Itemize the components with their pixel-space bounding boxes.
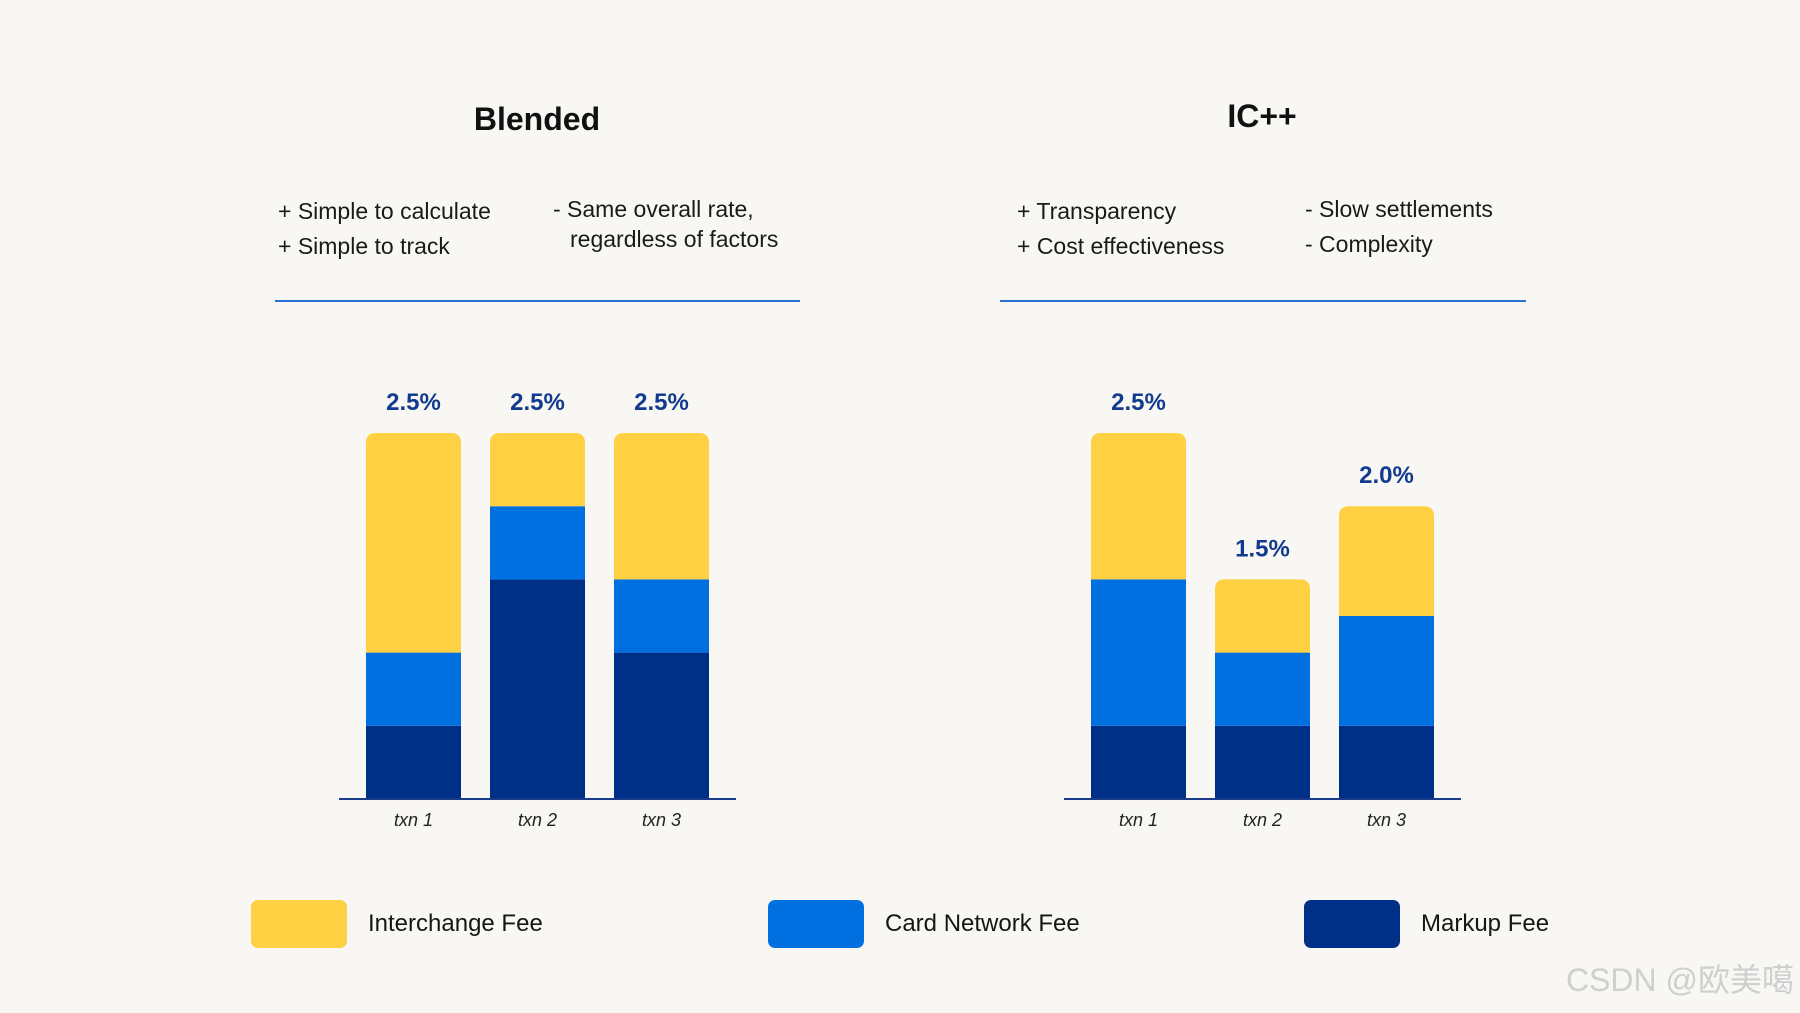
icpp-total-label-2: 1.5% <box>1235 535 1290 562</box>
blended-total-label-2: 2.5% <box>510 389 565 416</box>
legend-swatch-card-network <box>768 900 864 948</box>
legend-label-markup: Markup Fee <box>1421 910 1550 937</box>
icpp-tick-label-1: txn 1 <box>1119 810 1158 830</box>
icpp-bar-3-card-network <box>1339 616 1434 726</box>
icpp-tick-label-2: txn 2 <box>1243 810 1282 830</box>
blended-pro-1: + Simple to calculate <box>278 198 491 224</box>
icpp-bar-3-markup <box>1339 725 1434 799</box>
icpp-pro-2: + Cost effectiveness <box>1017 233 1224 259</box>
icpp-bar-2-interchange <box>1215 579 1310 653</box>
icpp-total-label-3: 2.0% <box>1359 462 1414 489</box>
blended-con-1: - Same overall rate, <box>553 196 754 222</box>
icpp-bar-1-interchange <box>1091 433 1186 580</box>
blended-bar-1-card-network <box>366 652 461 726</box>
blended-con-2: regardless of factors <box>570 226 778 252</box>
blended-title: Blended <box>474 101 600 137</box>
icpp-con-1: - Slow settlements <box>1305 196 1493 222</box>
blended-bar-3-markup <box>614 652 709 799</box>
watermark: CSDN @欧美噶 <box>1565 962 1794 998</box>
icpp-bar-2-markup <box>1215 725 1310 799</box>
legend-label-card-network: Card Network Fee <box>885 910 1080 937</box>
legend-swatch-markup <box>1304 900 1400 948</box>
blended-total-label-3: 2.5% <box>634 389 689 416</box>
icpp-bar-2-card-network <box>1215 652 1310 726</box>
blended-bar-2-card-network <box>490 506 585 580</box>
icpp-title: IC++ <box>1227 98 1296 134</box>
blended-bar-1-markup <box>366 725 461 799</box>
icpp-bar-1-card-network <box>1091 579 1186 726</box>
icpp-total-label-1: 2.5% <box>1111 389 1166 416</box>
icpp-tick-label-3: txn 3 <box>1367 810 1406 830</box>
blended-bar-2-markup <box>490 579 585 799</box>
icpp-pro-1: + Transparency <box>1017 198 1177 224</box>
icpp-bar-1-markup <box>1091 725 1186 799</box>
legend-swatch-interchange <box>251 900 347 948</box>
icpp-con-2: - Complexity <box>1305 231 1433 257</box>
blended-tick-label-2: txn 2 <box>518 810 557 830</box>
blended-bar-1-interchange <box>366 433 461 653</box>
blended-tick-label-1: txn 1 <box>394 810 433 830</box>
blended-total-label-1: 2.5% <box>386 389 441 416</box>
blended-bar-2-interchange <box>490 433 585 507</box>
icpp-bar-3-interchange <box>1339 506 1434 616</box>
legend-label-interchange: Interchange Fee <box>368 910 543 937</box>
blended-bar-3-interchange <box>614 433 709 580</box>
blended-pro-2: + Simple to track <box>278 233 450 259</box>
blended-tick-label-3: txn 3 <box>642 810 681 830</box>
blended-bar-3-card-network <box>614 579 709 653</box>
